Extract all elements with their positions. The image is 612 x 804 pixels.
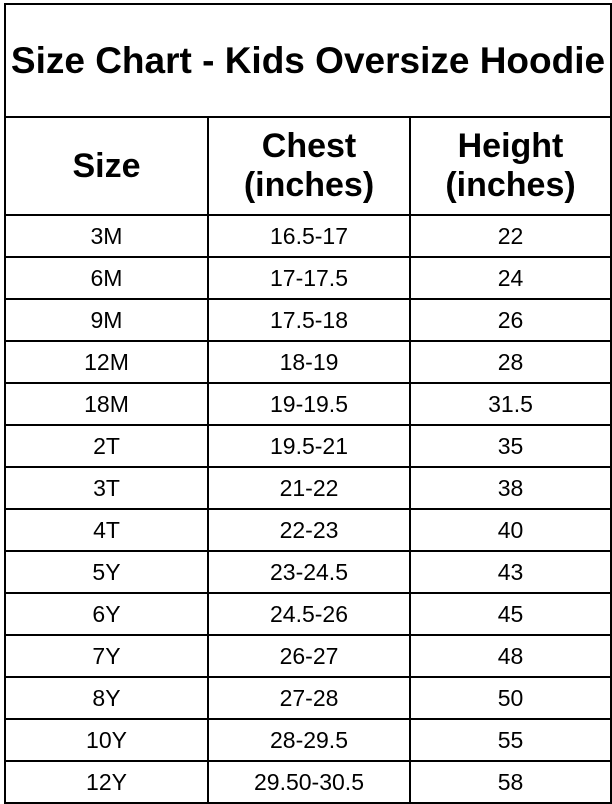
height-cell: 22 xyxy=(408,214,612,258)
chest-cell: 27-28 xyxy=(207,676,411,720)
size-cell: 3M xyxy=(4,214,209,258)
table-row: 4T 22-23 40 xyxy=(4,508,612,552)
height-cell: 50 xyxy=(408,676,612,720)
chest-cell: 26-27 xyxy=(207,634,411,678)
size-cell: 7Y xyxy=(4,634,209,678)
chest-cell: 16.5-17 xyxy=(207,214,411,258)
chest-cell: 17-17.5 xyxy=(207,256,411,300)
size-cell: 12M xyxy=(4,340,209,384)
header-chest: Chest (inches) xyxy=(207,116,411,216)
chest-cell: 28-29.5 xyxy=(207,718,411,762)
height-cell: 38 xyxy=(408,466,612,510)
table-row: 8Y 27-28 50 xyxy=(4,676,612,720)
table-row: 18M 19-19.5 31.5 xyxy=(4,382,612,426)
chest-cell: 29.50-30.5 xyxy=(207,760,411,804)
size-cell: 4T xyxy=(4,508,209,552)
height-cell: 58 xyxy=(408,760,612,804)
size-cell: 6Y xyxy=(4,592,209,636)
size-cell: 3T xyxy=(4,466,209,510)
table-row: 3T 21-22 38 xyxy=(4,466,612,510)
chest-cell: 21-22 xyxy=(207,466,411,510)
header-row: Size Chest (inches) Height (inches) xyxy=(4,116,612,216)
chest-cell: 19-19.5 xyxy=(207,382,411,426)
height-cell: 55 xyxy=(408,718,612,762)
chest-cell: 23-24.5 xyxy=(207,550,411,594)
size-cell: 18M xyxy=(4,382,209,426)
table-row: 5Y 23-24.5 43 xyxy=(4,550,612,594)
height-cell: 45 xyxy=(408,592,612,636)
size-cell: 9M xyxy=(4,298,209,342)
table-row: 9M 17.5-18 26 xyxy=(4,298,612,342)
table-row: 12M 18-19 28 xyxy=(4,340,612,384)
table-row: 2T 19.5-21 35 xyxy=(4,424,612,468)
height-cell: 40 xyxy=(408,508,612,552)
chest-cell: 18-19 xyxy=(207,340,411,384)
table-row: 6Y 24.5-26 45 xyxy=(4,592,612,636)
chest-cell: 24.5-26 xyxy=(207,592,411,636)
height-cell: 43 xyxy=(408,550,612,594)
table-row: 7Y 26-27 48 xyxy=(4,634,612,678)
size-chart-table: Size Chart - Kids Oversize Hoodie Size C… xyxy=(3,3,612,804)
size-cell: 6M xyxy=(4,256,209,300)
table-row: 6M 17-17.5 24 xyxy=(4,256,612,300)
size-cell: 10Y xyxy=(4,718,209,762)
header-size: Size xyxy=(4,116,209,216)
table-row: 3M 16.5-17 22 xyxy=(4,214,612,258)
table-row: 12Y 29.50-30.5 58 xyxy=(4,760,612,804)
height-cell: 35 xyxy=(408,424,612,468)
height-cell: 28 xyxy=(408,340,612,384)
table-title: Size Chart - Kids Oversize Hoodie xyxy=(3,3,612,118)
size-cell: 8Y xyxy=(4,676,209,720)
size-cell: 12Y xyxy=(4,760,209,804)
table-row: 10Y 28-29.5 55 xyxy=(4,718,612,762)
height-cell: 48 xyxy=(408,634,612,678)
header-height: Height (inches) xyxy=(408,116,612,216)
size-cell: 5Y xyxy=(4,550,209,594)
chest-cell: 19.5-21 xyxy=(207,424,411,468)
chest-cell: 17.5-18 xyxy=(207,298,411,342)
size-cell: 2T xyxy=(4,424,209,468)
height-cell: 31.5 xyxy=(408,382,612,426)
chest-cell: 22-23 xyxy=(207,508,411,552)
height-cell: 24 xyxy=(408,256,612,300)
height-cell: 26 xyxy=(408,298,612,342)
